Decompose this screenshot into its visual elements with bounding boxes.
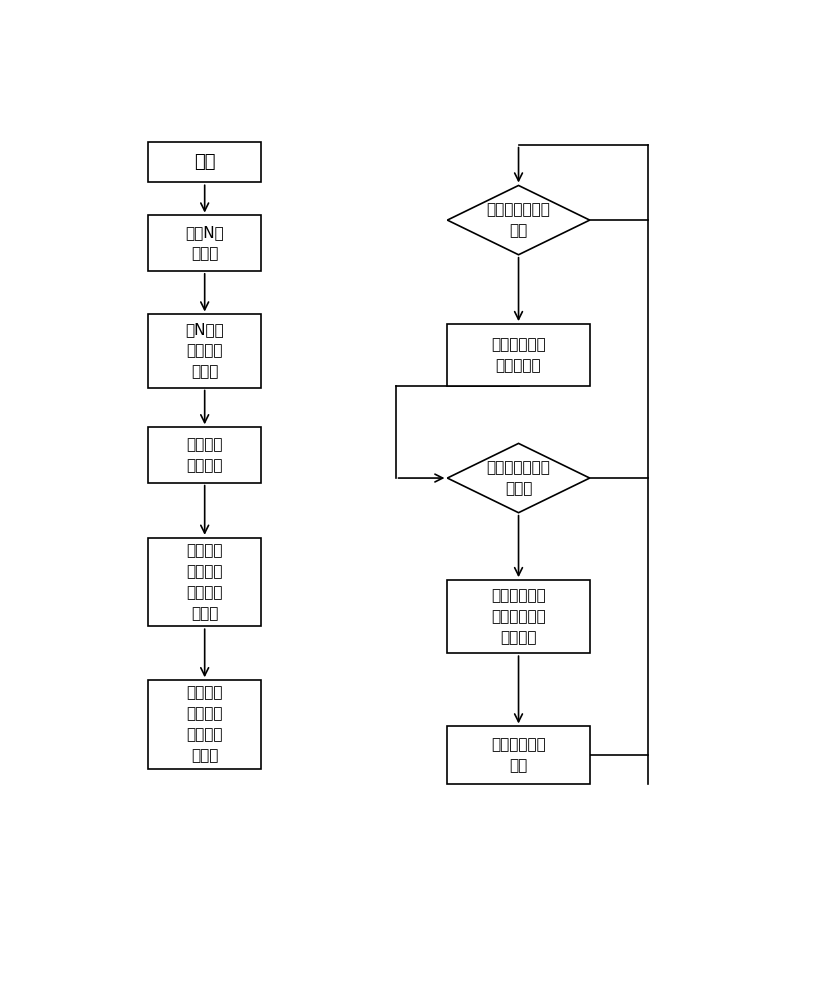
- Text: 把收到加密数
据输入到解密
模块解密: 把收到加密数 据输入到解密 模块解密: [491, 588, 546, 645]
- Bar: [448, 580, 590, 653]
- Bar: [148, 427, 261, 483]
- Text: 接收前端
设备公钥: 接收前端 设备公钥: [186, 437, 223, 473]
- Text: 把N个公
钥发给前
端设备: 把N个公 钥发给前 端设备: [185, 322, 224, 379]
- Text: 读取N对
密钥对: 读取N对 密钥对: [185, 225, 224, 261]
- Text: 是否收到远端加
密数据: 是否收到远端加 密数据: [487, 460, 550, 496]
- Bar: [148, 538, 261, 626]
- Text: 是否有需下发的
配置: 是否有需下发的 配置: [487, 202, 550, 238]
- Polygon shape: [448, 443, 590, 513]
- Text: 把远端公
钥输入到
本机的加
密模块: 把远端公 钥输入到 本机的加 密模块: [186, 685, 223, 763]
- Bar: [148, 680, 261, 769]
- Polygon shape: [448, 185, 590, 255]
- Text: 展示解密后的
数据: 展示解密后的 数据: [491, 737, 546, 773]
- Bar: [448, 324, 590, 386]
- Bar: [448, 726, 590, 784]
- Bar: [148, 314, 261, 388]
- Text: 上电: 上电: [194, 153, 215, 171]
- Bar: [148, 142, 261, 182]
- Bar: [148, 215, 261, 271]
- Text: 把本机私
钥输入到
本机的解
密模块: 把本机私 钥输入到 本机的解 密模块: [186, 543, 223, 621]
- Text: 下发配置信息
到加密模块: 下发配置信息 到加密模块: [491, 337, 546, 373]
